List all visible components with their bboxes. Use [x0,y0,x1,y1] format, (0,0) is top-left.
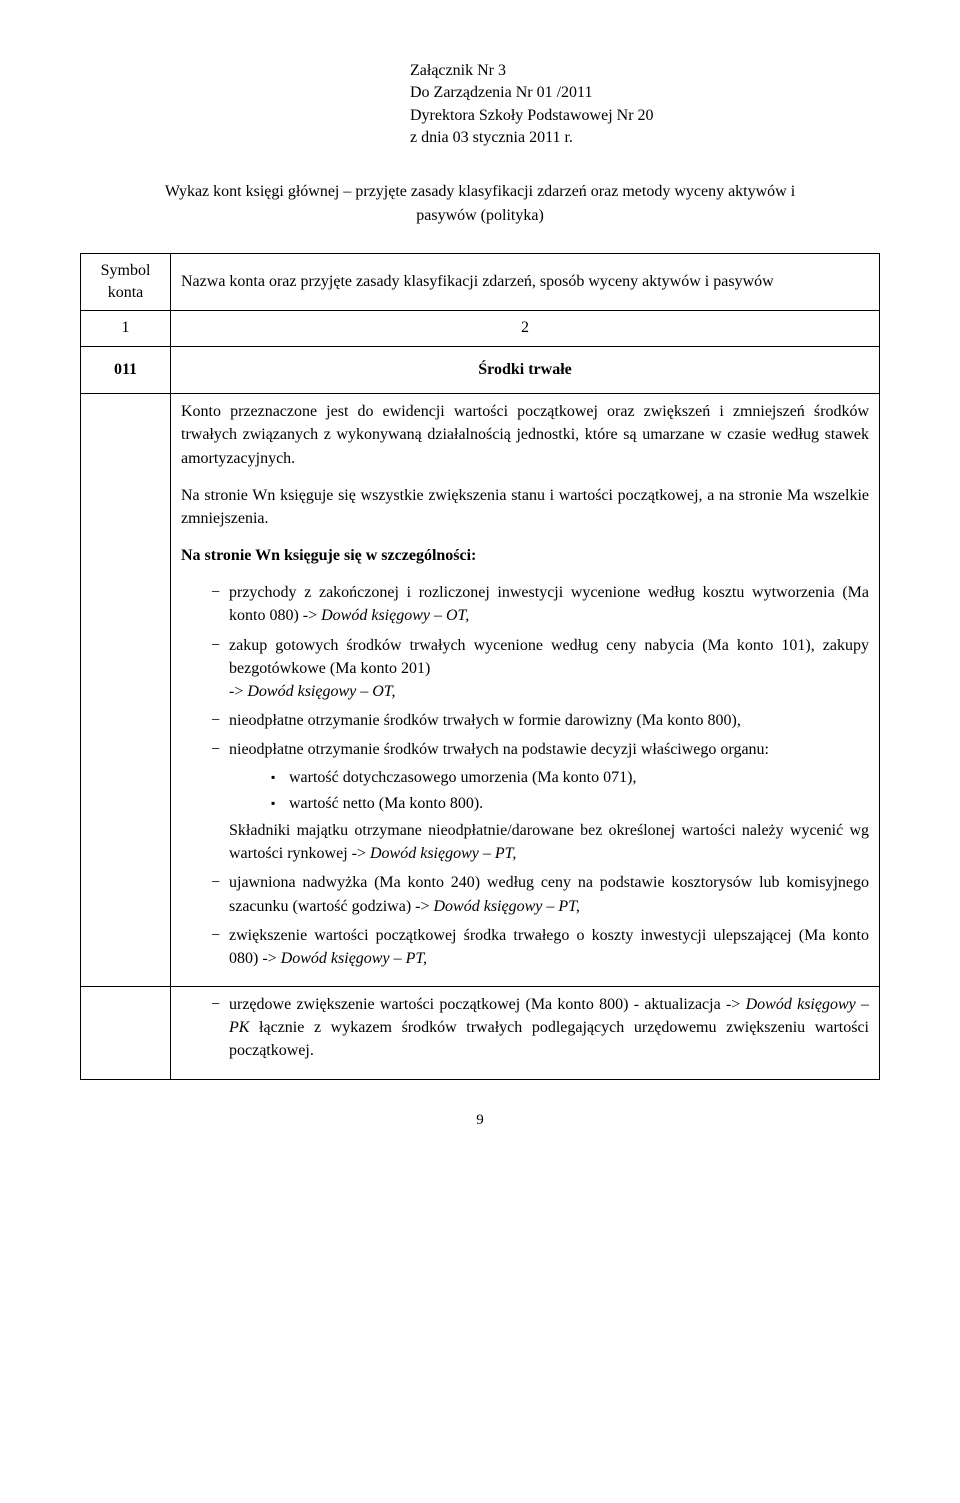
page-number: 9 [80,1110,880,1131]
header-line-4: z dnia 03 stycznia 2011 r. [410,127,880,149]
numrow-1: 1 [81,311,171,346]
document-title: Wykaz kont księgi głównej – przyjęte zas… [140,180,820,228]
header-line-3: Dyrektora Szkoły Podstawowej Nr 20 [410,105,880,127]
header-line-2: Do Zarządzenia Nr 01 /2011 [410,82,880,104]
para-wn-ma: Na stronie Wn księguje się wszystkie zwi… [181,484,869,530]
table-header-row: Symbol konta Nazwa konta oraz przyjęte z… [81,253,880,311]
table-row-011-body: Konto przeznaczone jest do ewidencji war… [81,394,880,987]
wn-list-label: Na stronie Wn księguje się w szczególnoś… [181,547,476,564]
wn-item-6-doc: Dowód księgowy – PT, [281,950,427,967]
para-wn-list-label: Na stronie Wn księguje się w szczególnoś… [181,544,869,567]
account-symbol-011: 011 [81,346,171,393]
wn-item-7: urzędowe zwiększenie wartości początkowe… [211,993,869,1063]
wn-item-4-sublist: wartość dotychczasowego umorzenia (Ma ko… [229,766,869,815]
header-line-1: Załącznik Nr 3 [410,60,880,82]
wn-item-7-text: urzędowe zwiększenie wartości początkowe… [229,996,746,1013]
numrow-2: 2 [171,311,880,346]
wn-item-6: zwiększenie wartości początkowej środka … [211,924,869,970]
account-011-description: Konto przeznaczone jest do ewidencji war… [171,394,880,987]
header-name: Nazwa konta oraz przyjęte zasady klasyfi… [171,253,880,311]
header-symbol-l1: Symbol [101,262,151,279]
wn-list: przychody z zakończonej i rozliczonej in… [181,581,869,970]
para-purpose: Konto przeznaczone jest do ewidencji war… [181,400,869,470]
account-011-description-2: urzędowe zwiększenie wartości początkowe… [171,987,880,1080]
wn-item-4-sub-2: wartość netto (Ma konto 800). [271,792,869,815]
wn-item-5: ujawniona nadwyżka (Ma konto 240) według… [211,871,869,917]
header-symbol-l2: konta [108,284,144,301]
wn-item-5-doc: Dowód księgowy – PT, [434,898,580,915]
wn-item-1: przychody z zakończonej i rozliczonej in… [211,581,869,627]
header-symbol: Symbol konta [81,253,171,311]
wn-item-4-post-doc: Dowód księgowy – PT, [370,845,516,862]
table-row-011: 011 Środki trwałe [81,346,880,393]
wn-item-4-text: nieodpłatne otrzymanie środków trwałych … [229,741,769,758]
attachment-header: Załącznik Nr 3 Do Zarządzenia Nr 01 /201… [410,60,880,150]
wn-item-2-arrow: -> [229,683,247,700]
body2-sym-empty [81,987,171,1080]
wn-item-4-sub-1: wartość dotychczasowego umorzenia (Ma ko… [271,766,869,789]
body-sym-empty [81,394,171,987]
wn-item-3: nieodpłatne otrzymanie środków trwałych … [211,709,869,732]
wn-item-2: zakup gotowych środków trwałych wycenion… [211,634,869,704]
wn-item-2-text: zakup gotowych środków trwałych wycenion… [229,637,869,677]
wn-item-4: nieodpłatne otrzymanie środków trwałych … [211,738,869,865]
wn-item-4-post-text: Składniki majątku otrzymane nieodpłatnie… [229,822,869,862]
wn-item-7-tail: łącznie z wykazem środków trwałych podle… [229,1019,869,1059]
wn-item-1-doc: Dowód księgowy – OT, [321,607,469,624]
wn-item-2-doc: Dowód księgowy – OT, [247,683,395,700]
table-row-011-body-2: urzędowe zwiększenie wartości początkowe… [81,987,880,1080]
account-title-011: Środki trwałe [171,346,880,393]
table-number-row: 1 2 [81,311,880,346]
accounts-table: Symbol konta Nazwa konta oraz przyjęte z… [80,253,880,1080]
wn-list-2: urzędowe zwiększenie wartości początkowe… [181,993,869,1063]
